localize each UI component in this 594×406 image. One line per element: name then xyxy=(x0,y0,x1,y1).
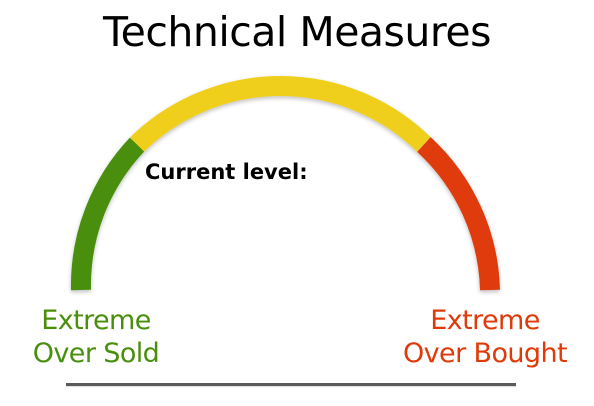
baseline-divider xyxy=(66,383,516,386)
left-label-line1: Extreme xyxy=(41,305,151,336)
right-label-line1: Extreme xyxy=(430,305,540,336)
right-label-line2: Over Bought xyxy=(403,338,568,369)
extreme-oversold-label: Extreme Over Sold xyxy=(20,304,172,370)
extreme-overbought-label: Extreme Over Bought xyxy=(385,304,585,370)
gauge-segment-oversold xyxy=(70,137,145,291)
page-title: Technical Measures xyxy=(103,8,491,56)
current-level-label: Current level: xyxy=(145,160,308,184)
gauge-segment-overbought xyxy=(417,137,500,291)
gauge-segment-neutral xyxy=(130,76,431,152)
left-label-line2: Over Sold xyxy=(32,338,160,369)
